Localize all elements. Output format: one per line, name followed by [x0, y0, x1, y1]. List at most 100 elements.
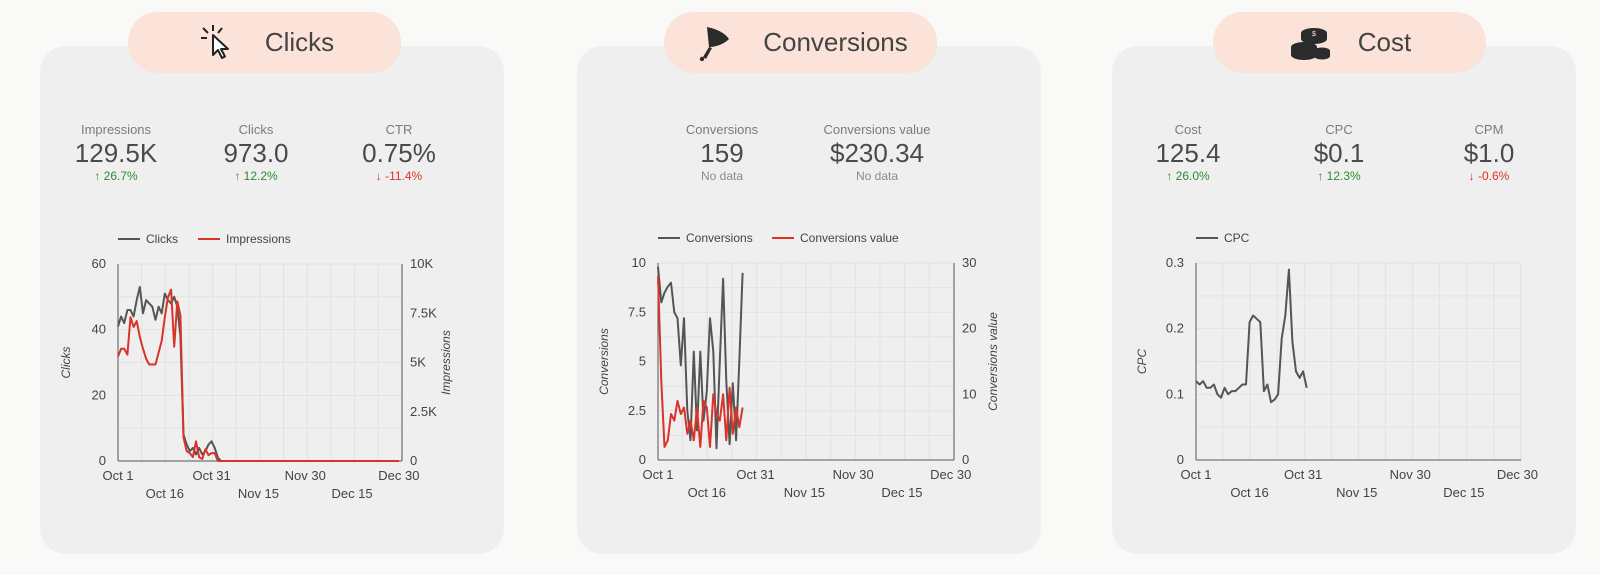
y-tick-label: 7.5 [628, 304, 646, 319]
y-tick-label: 60 [92, 256, 106, 271]
x-tick-label: Oct 1 [102, 468, 133, 483]
metric-value: 0.75% [362, 138, 436, 168]
metric-label: Conversions value [823, 122, 931, 137]
y-axis-label: Clicks [59, 347, 73, 379]
series-line-impressions [117, 288, 399, 462]
arrow-down-icon: ↓ [375, 169, 382, 183]
x-tick-label: Oct 16 [1230, 485, 1268, 500]
metric-label: CPC [1325, 122, 1353, 137]
metric-change: 12.3% [1326, 169, 1361, 183]
y-axis-label: Conversions [597, 328, 611, 395]
x-tick-label: Nov 30 [285, 468, 326, 483]
metric-label: CPM [1474, 122, 1504, 137]
cost-header: $ Cost [1213, 12, 1486, 73]
metric-change: No data [700, 169, 744, 183]
series-line-conversions-value [657, 276, 744, 448]
legend-label: CPC [1224, 231, 1250, 245]
x-tick-label: Oct 1 [642, 467, 673, 482]
legend-label: Impressions [226, 232, 291, 246]
x-tick-label: Nov 15 [784, 485, 825, 500]
cursor-click-icon [195, 21, 239, 65]
legend-label: Clicks [146, 232, 178, 246]
cost-card [1112, 46, 1576, 554]
y-tick-label: 20 [92, 387, 106, 402]
arrow-down-icon: ↓ [1468, 169, 1475, 183]
x-tick-label: Oct 16 [688, 485, 726, 500]
metric-label: CTR [385, 122, 413, 137]
metric-change: 26.0% [1175, 169, 1210, 183]
cost-title: Cost [1357, 27, 1412, 57]
y2-axis-label: Impressions [439, 330, 453, 395]
x-tick-label: Oct 31 [736, 467, 774, 482]
clicks-header: Clicks [128, 12, 401, 73]
metric-value: 129.5K [74, 138, 158, 168]
x-tick-label: Dec 15 [881, 485, 922, 500]
x-tick-label: Nov 15 [1336, 485, 1377, 500]
x-tick-label: Nov 15 [238, 486, 279, 501]
y2-tick-label: 7.5K [410, 305, 437, 320]
metric-label: Clicks [238, 122, 274, 137]
x-tick-label: Dec 30 [930, 467, 971, 482]
coins-icon: $ [1288, 21, 1332, 65]
metric-value: 125.4 [1155, 138, 1221, 168]
y-tick-label: 0 [1177, 452, 1184, 467]
metric-value: $230.34 [830, 138, 924, 168]
y2-tick-label: 10K [410, 256, 433, 271]
x-tick-label: Nov 30 [833, 467, 874, 482]
y2-tick-label: 5K [410, 355, 426, 370]
x-tick-label: Dec 15 [1443, 485, 1484, 500]
metric-conversions-value: Conversions value $230.34 No data [812, 122, 942, 184]
y2-tick-label: 10 [962, 386, 976, 401]
metric-impressions: Impressions 129.5K ↑ 26.7% [66, 122, 166, 184]
clicks-card [40, 46, 504, 554]
metric-value: $0.1 [1313, 138, 1365, 168]
series-line-clicks [117, 286, 399, 462]
arrow-up-icon: ↑ [234, 169, 241, 183]
series-line-conversions [657, 266, 744, 450]
metric-label: Cost [1174, 122, 1202, 137]
metric-value: 159 [700, 138, 744, 168]
x-tick-label: Oct 31 [1284, 467, 1322, 482]
y-tick-label: 0.1 [1166, 386, 1184, 401]
metric-conversions: Conversions 159 No data [672, 122, 772, 184]
conversions-title: Conversions [763, 27, 908, 57]
arrow-up-icon: ↑ [94, 169, 101, 183]
metric-change: 12.2% [243, 169, 278, 183]
conversions-header: Conversions [664, 12, 937, 73]
metric-value: 973.0 [223, 138, 289, 168]
y-tick-label: 0 [639, 452, 646, 467]
metric-clicks: Clicks 973.0 ↑ 12.2% [206, 122, 306, 184]
x-tick-label: Dec 15 [331, 486, 372, 501]
y-tick-label: 40 [92, 322, 106, 337]
series-line-cpc [1195, 268, 1308, 404]
metric-cpc: CPC $0.1 ↑ 12.3% [1289, 122, 1389, 184]
y-tick-label: 0.3 [1166, 255, 1184, 270]
x-tick-label: Nov 30 [1390, 467, 1431, 482]
conversions-card [577, 46, 1041, 554]
y2-tick-label: 30 [962, 255, 976, 270]
y2-tick-label: 0 [410, 453, 417, 468]
x-tick-label: Oct 31 [192, 468, 230, 483]
metric-change: -0.6% [1477, 169, 1510, 183]
y2-tick-label: 0 [962, 452, 969, 467]
arrow-up-icon: ↑ [1317, 169, 1324, 183]
x-tick-label: Dec 30 [378, 468, 419, 483]
y-tick-label: 0 [99, 453, 106, 468]
funnel-icon [693, 21, 737, 65]
arrow-up-icon: ↑ [1166, 169, 1173, 183]
metric-ctr: CTR 0.75% ↓ -11.4% [349, 122, 449, 184]
clicks-title: Clicks [264, 27, 335, 57]
metric-value: $1.0 [1463, 138, 1515, 168]
y-axis-label: CPC [1135, 349, 1149, 375]
metric-label: Conversions [685, 122, 759, 137]
y-tick-label: 10 [632, 255, 646, 270]
metric-cost: Cost 125.4 ↑ 26.0% [1138, 122, 1238, 184]
y-tick-label: 5 [639, 354, 646, 369]
svg-text:$: $ [1312, 31, 1316, 38]
legend-label: Conversions [686, 231, 753, 245]
metric-cpm: CPM $1.0 ↓ -0.6% [1439, 122, 1539, 184]
y2-tick-label: 20 [962, 321, 976, 336]
x-tick-label: Dec 30 [1497, 467, 1538, 482]
x-tick-label: Oct 16 [146, 486, 184, 501]
